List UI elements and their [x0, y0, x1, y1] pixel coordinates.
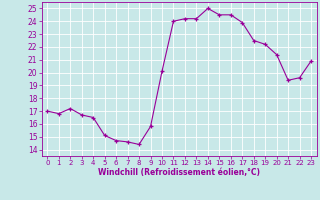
X-axis label: Windchill (Refroidissement éolien,°C): Windchill (Refroidissement éolien,°C) [98, 168, 260, 177]
